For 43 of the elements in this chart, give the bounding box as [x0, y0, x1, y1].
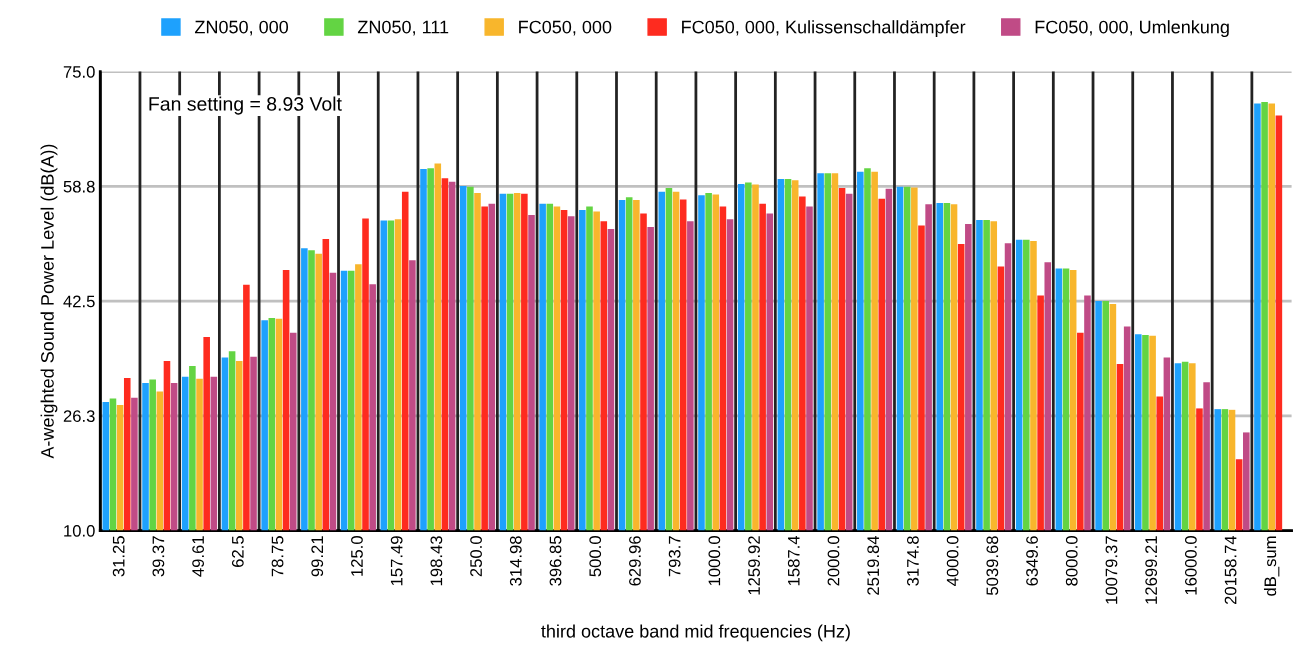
legend-label: ZN050, 111: [357, 20, 449, 36]
legend-label: ZN050, 000: [194, 20, 289, 36]
x-tick-label: 99.21: [311, 536, 324, 577]
x-tick-label: 250.0: [470, 536, 482, 577]
y-tick-label: 75.0: [63, 66, 95, 78]
x-tick-label: 16000.0: [1184, 536, 1197, 595]
y-tick-label: 58.8: [63, 180, 95, 193]
x-tick-label: 31.25: [112, 536, 125, 577]
x-tick-label: 793.7: [668, 536, 681, 577]
y-tick-label: 26.3: [63, 410, 95, 423]
x-tick-label: 39.37: [152, 536, 165, 577]
x-tick-label: 78.75: [271, 536, 284, 577]
x-tick-label: 20158.74: [1224, 535, 1237, 605]
x-tick-label: 314.98: [509, 536, 522, 586]
x-tick-label: 2000.0: [827, 536, 840, 586]
y-tick-label: 10.0: [64, 524, 95, 537]
x-tick-label: 396.85: [549, 536, 562, 586]
x-tick-label: 6349.6: [1026, 536, 1038, 586]
x-tick-label: 2519.84: [867, 535, 880, 595]
x-tick-label: 5039.68: [986, 536, 999, 595]
x-tick-label: 157.49: [390, 536, 403, 586]
x-tick-label: 1259.92: [748, 536, 760, 595]
legend-label: FC050, 000, Kulissenschalldämpfer: [682, 20, 966, 37]
x-tick-label: 12699.21: [1145, 536, 1158, 604]
y-tick-label: 42.5: [63, 295, 95, 308]
x-tick-label: 629.96: [629, 536, 641, 586]
x-tick-label: 1587.4: [787, 535, 800, 586]
x-tick-label: 125.0: [351, 536, 363, 576]
x-tick-label: dB_sum: [1263, 536, 1280, 596]
x-tick-label: 198.43: [430, 536, 443, 586]
x-tick-label: 62.5: [231, 536, 244, 568]
x-tick-label: 8000.0: [1065, 536, 1078, 586]
x-tick-label: 1000.0: [708, 536, 721, 586]
y-axis-title: A-weighted Sound Power Level (dB(A)): [40, 144, 58, 459]
x-tick-label: 49.61: [192, 536, 205, 577]
legend-label: FC050, 000: [519, 20, 612, 36]
x-tick-label: 500.0: [589, 536, 602, 577]
x-axis-title: third octave band mid frequencies (Hz): [541, 624, 850, 642]
x-tick-label: 4000.0: [946, 536, 959, 587]
x-tick-label: 10079.37: [1105, 536, 1118, 604]
annotation: Fan setting = 8.93 Volt: [149, 96, 342, 115]
x-tick-label: 3174.8: [907, 536, 919, 586]
legend-label: FC050, 000, Umlenkung: [1035, 20, 1229, 37]
